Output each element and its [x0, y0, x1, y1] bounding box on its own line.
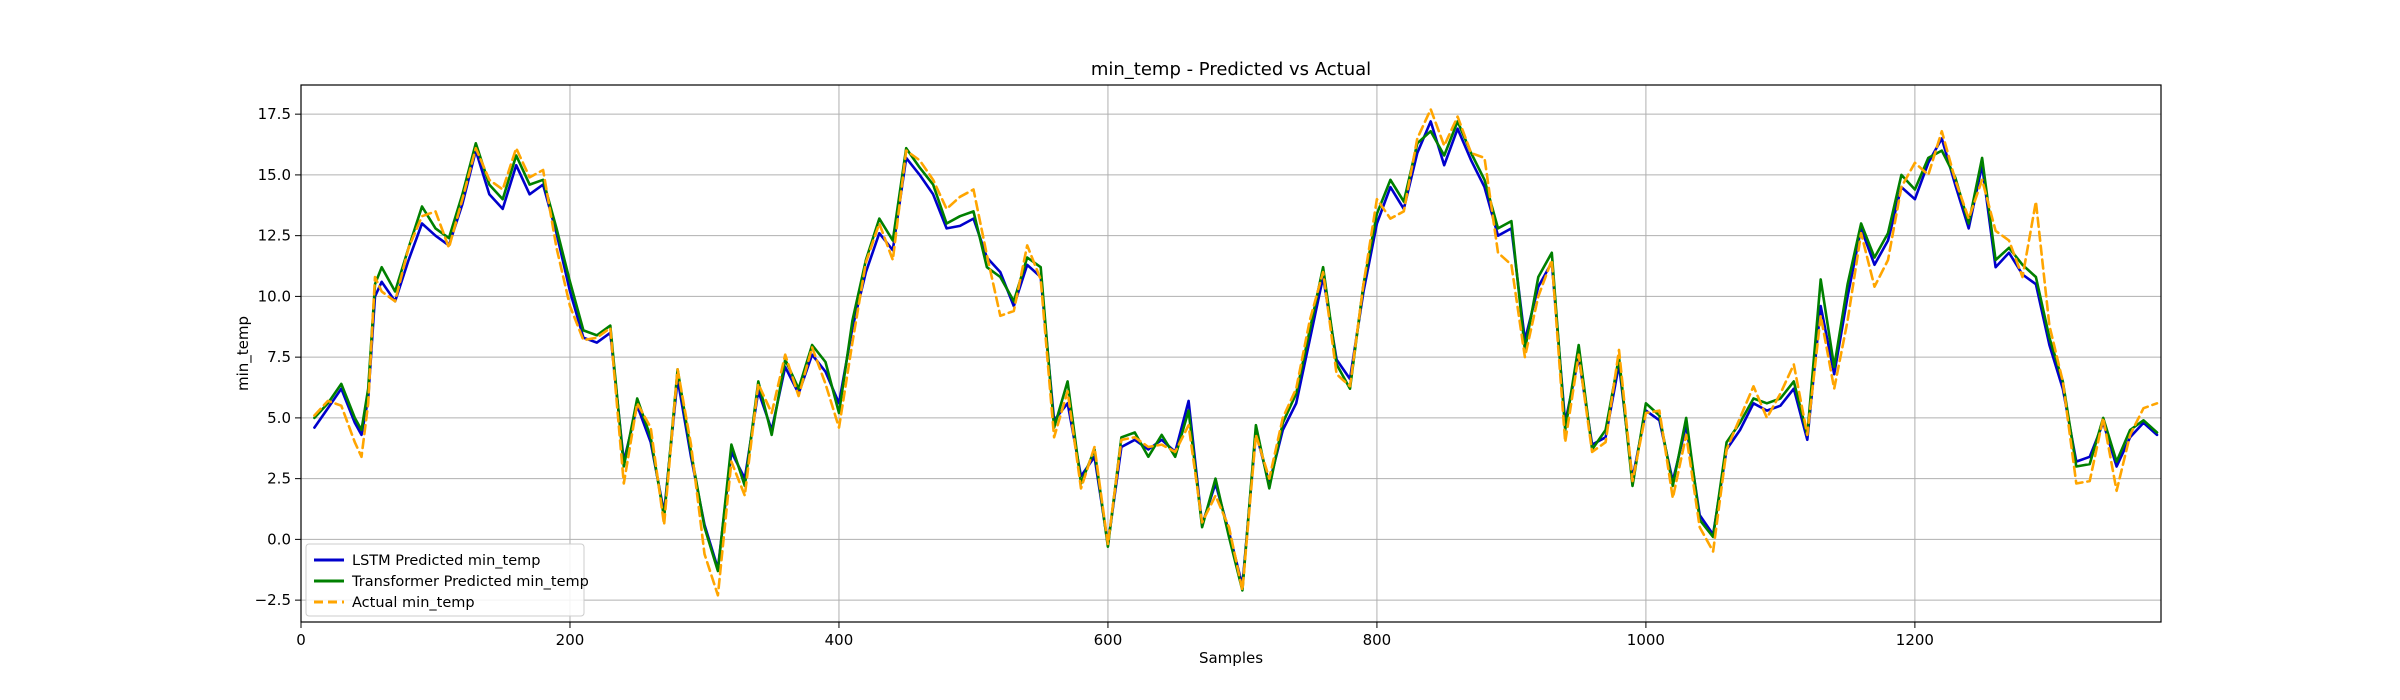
grid-lines [300, 85, 2161, 622]
y-tick-label: 12.5 [258, 227, 291, 245]
legend-label-actual: Actual min_temp [352, 595, 475, 611]
actual-line [313, 108, 2159, 597]
transformer-line [313, 120, 2159, 592]
x-tick-label: 200 [556, 631, 585, 649]
x-tick-label: 600 [1094, 631, 1123, 649]
y-axis-label: min_temp [234, 316, 253, 391]
x-tick-label: 1200 [1896, 631, 1934, 649]
y-axis-ticks: −2.5 0.0 2.5 5.0 7.5 10.0 12.5 15.0 17.5 [255, 105, 301, 609]
y-tick-label: 15.0 [258, 166, 291, 184]
y-tick-label: 17.5 [258, 105, 291, 123]
legend-label-lstm: LSTM Predicted min_temp [352, 553, 540, 569]
x-tick-label: 400 [825, 631, 854, 649]
legend: LSTM Predicted min_temp Transformer Pred… [305, 543, 589, 617]
y-tick-label: 2.5 [267, 470, 291, 488]
y-tick-label: −2.5 [255, 591, 291, 609]
y-tick-label: 7.5 [267, 348, 291, 366]
y-tick-label: 10.0 [258, 287, 291, 305]
legend-box [305, 543, 585, 617]
series-lines [313, 108, 2159, 597]
x-tick-label: 800 [1363, 631, 1392, 649]
y-tick-label: 0.0 [267, 530, 291, 548]
plot-frame [300, 84, 2162, 623]
x-axis-label: Samples [1199, 649, 1263, 667]
x-tick-label: 1000 [1627, 631, 1665, 649]
x-tick-label: 0 [296, 631, 306, 649]
chart-title: min_temp - Predicted vs Actual [1091, 59, 1371, 80]
x-axis-ticks: 0 200 400 600 800 1000 1200 [296, 622, 1934, 649]
y-tick-label: 5.0 [267, 409, 291, 427]
legend-label-transformer: Transformer Predicted min_temp [351, 574, 589, 590]
